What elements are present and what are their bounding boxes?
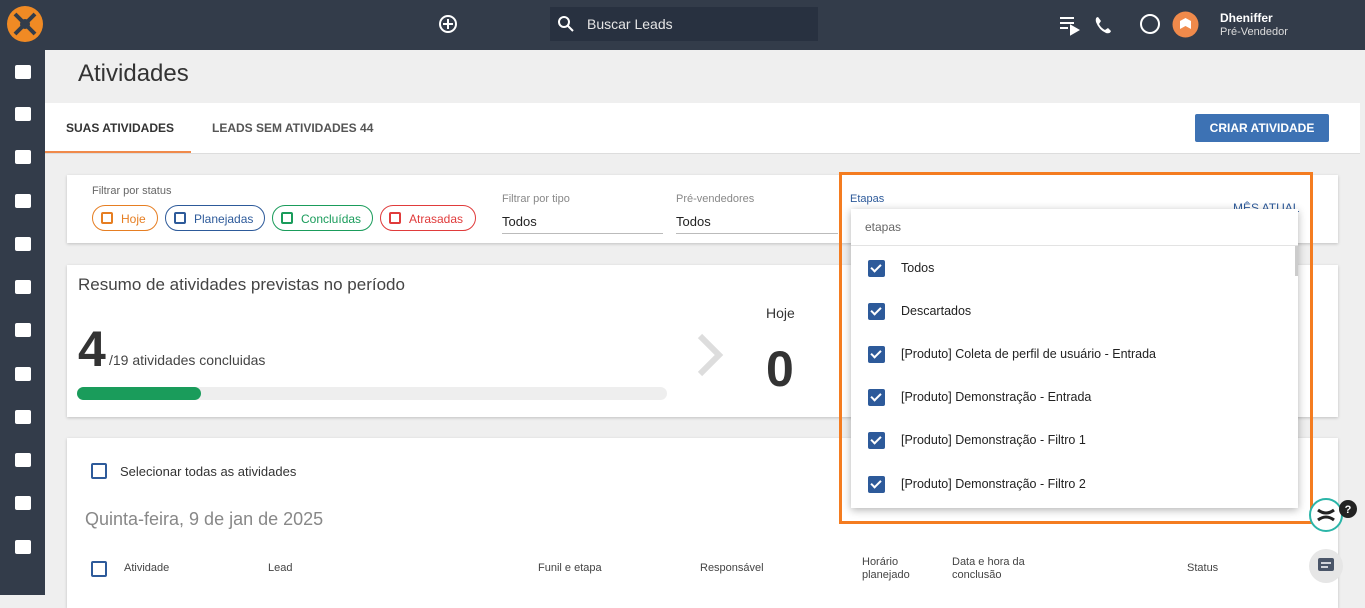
- option-label[interactable]: [Produto] Demonstração - Entrada: [901, 390, 1092, 404]
- tab-bar: [45, 103, 1360, 154]
- today-label: Hoje: [766, 305, 795, 321]
- search-box[interactable]: [550, 7, 818, 41]
- chat-button[interactable]: [1308, 548, 1344, 584]
- date-heading: Quinta-feira, 9 de jan de 2025: [85, 509, 324, 529]
- sidebar: [0, 50, 45, 595]
- column-header: Responsável: [700, 562, 764, 574]
- chip-planned[interactable]: Planejadas: [165, 205, 265, 231]
- column-header: Lead: [268, 562, 293, 574]
- summary-title: Resumo de atividades previstas no períod…: [78, 275, 405, 294]
- nav-icon[interactable]: [15, 150, 31, 164]
- tab[interactable]: SUAS ATIVIDADES: [66, 121, 175, 135]
- total-text: /19 atividades concluidas: [109, 352, 266, 368]
- nav-icon[interactable]: [15, 194, 31, 208]
- create-button[interactable]: CRIAR ATIVIDADE: [1195, 114, 1329, 142]
- chip-label: Hoje: [121, 212, 146, 226]
- chevron: [697, 333, 724, 377]
- divider: [851, 245, 1298, 246]
- help-button[interactable]: ?: [1308, 495, 1360, 535]
- option-label[interactable]: Descartados: [901, 304, 972, 318]
- column-header: Funil e etapa: [538, 562, 602, 574]
- page-title: Atividades: [78, 60, 189, 87]
- nav-icon[interactable]: [15, 496, 31, 510]
- option-checkbox[interactable]: [868, 346, 885, 363]
- option-checkbox[interactable]: [868, 389, 885, 406]
- filter-label: Filtrar por status: [92, 185, 172, 197]
- column-header: Horário planejado: [862, 556, 910, 581]
- column-header: Status: [1187, 562, 1219, 574]
- row-checkbox[interactable]: [91, 561, 107, 577]
- logo[interactable]: [6, 5, 44, 43]
- svg-text:?: ?: [1345, 504, 1352, 516]
- add-button[interactable]: [438, 14, 458, 34]
- dropdown-panel: etapas Todos Descartados [Produto] Coleta …: [851, 209, 1298, 508]
- highlight-frame: [839, 172, 1313, 524]
- nav-icon[interactable]: [15, 453, 31, 467]
- chip-label: Atrasadas: [409, 212, 464, 226]
- option-checkbox[interactable]: [868, 303, 885, 320]
- nav-icon[interactable]: [15, 237, 31, 251]
- search-icon: [558, 16, 574, 32]
- nav-icon[interactable]: [15, 280, 31, 294]
- type-select[interactable]: Todos: [502, 214, 663, 234]
- search-placeholder: Buscar Leads: [587, 16, 673, 32]
- option-checkbox[interactable]: [868, 476, 885, 493]
- scrollbar: [1295, 246, 1298, 276]
- progress-track: [77, 387, 667, 400]
- filter-label: Filtrar por tipo: [502, 193, 570, 205]
- tab[interactable]: LEADS SEM ATIVIDADES 44: [212, 121, 374, 135]
- presales-select[interactable]: Todos: [676, 214, 838, 234]
- progress-fill: [77, 387, 201, 400]
- column-header: Atividade: [124, 562, 170, 574]
- nav-icon[interactable]: [15, 367, 31, 381]
- chip-label: Planejadas: [194, 212, 254, 226]
- nav-icon[interactable]: [15, 107, 31, 121]
- filter-label: Etapas: [850, 193, 885, 205]
- avatar[interactable]: [1172, 11, 1199, 38]
- option-label[interactable]: [Produto] Coleta de perfil de usuário - …: [901, 347, 1157, 361]
- nav-icon[interactable]: [15, 410, 31, 424]
- option-label[interactable]: [Produto] Demonstração - Filtro 2: [901, 477, 1086, 491]
- option-checkbox[interactable]: [868, 432, 885, 449]
- user-name: Dheniffer: [1220, 11, 1273, 25]
- option-label[interactable]: [Produto] Demonstração - Filtro 1: [901, 433, 1086, 447]
- select-all-checkbox[interactable]: [91, 463, 107, 479]
- page: Buscar Leads Dheniffer Pré-Vendedor Ativ…: [0, 0, 1365, 595]
- nav-icon[interactable]: [15, 540, 31, 554]
- select-all-label: Selecionar todas as atividades: [120, 464, 297, 479]
- filter-label: Pré-vendedores: [676, 193, 755, 205]
- column-header: Data e hora da conclusão: [952, 556, 1025, 581]
- chip-today[interactable]: Hoje: [92, 205, 158, 231]
- done-count: 4: [78, 321, 106, 377]
- option-checkbox[interactable]: [868, 260, 885, 277]
- today-count: 0: [766, 341, 794, 397]
- chip-late[interactable]: Atrasadas: [380, 205, 476, 231]
- nav-icon[interactable]: [15, 323, 31, 337]
- user-role: Pré-Vendedor: [1220, 26, 1288, 38]
- topbar-icons[interactable]: [1058, 14, 1168, 36]
- nav-icon[interactable]: [15, 65, 31, 79]
- tab-indicator: [45, 151, 191, 153]
- chip-label: Concluídas: [301, 212, 362, 226]
- option-label[interactable]: Todos: [901, 261, 935, 275]
- chip-done[interactable]: Concluídas: [272, 205, 373, 231]
- dropdown-search[interactable]: etapas: [865, 220, 902, 234]
